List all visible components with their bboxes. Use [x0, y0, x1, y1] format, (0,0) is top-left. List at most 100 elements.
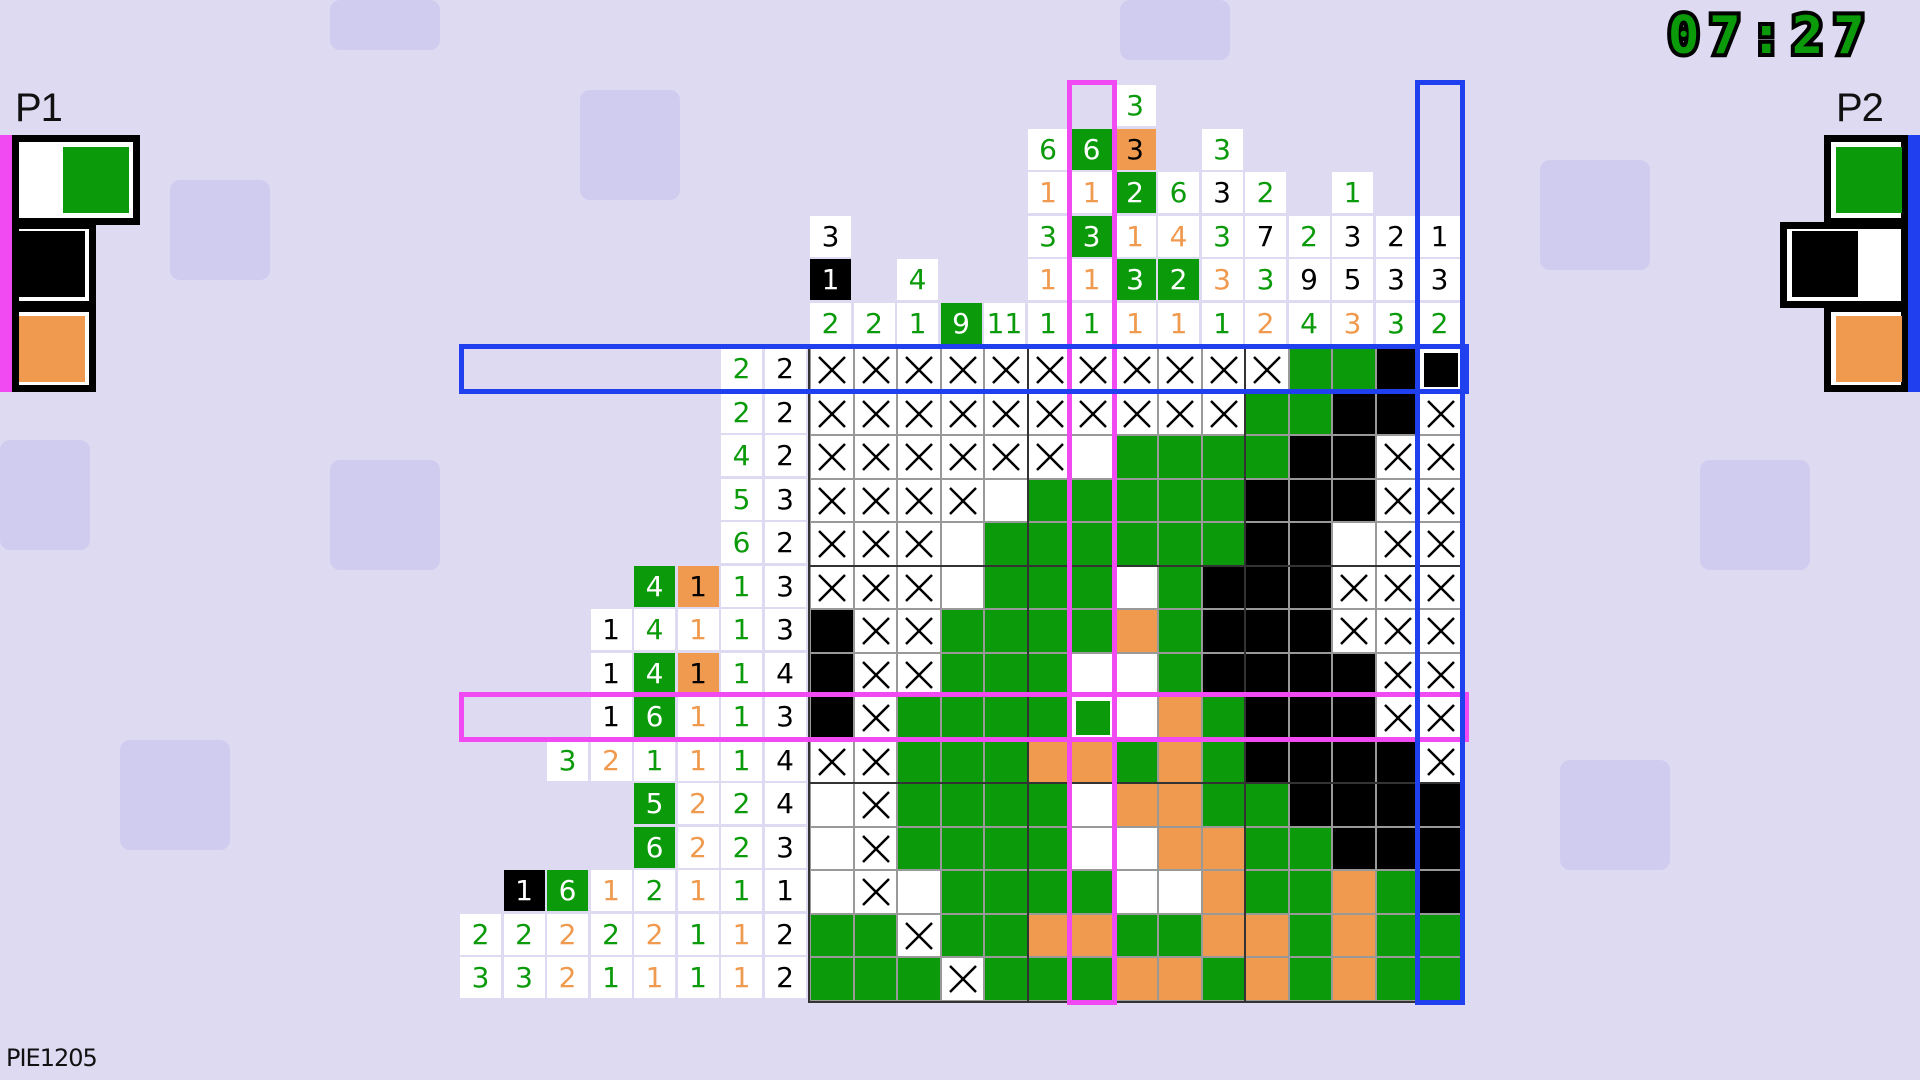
- grid-cell[interactable]: [1072, 610, 1114, 652]
- grid-cell[interactable]: [1289, 479, 1331, 521]
- grid-cell-cursor[interactable]: [1419, 348, 1463, 392]
- grid-cell[interactable]: [1289, 740, 1331, 782]
- grid-cell[interactable]: [854, 871, 896, 913]
- grid-cell[interactable]: [898, 349, 940, 391]
- grid-cell[interactable]: [854, 958, 896, 1000]
- grid-cell[interactable]: [1333, 697, 1375, 739]
- grid-cell[interactable]: [985, 523, 1027, 565]
- grid-cell[interactable]: [985, 914, 1027, 956]
- column-clue[interactable]: 3: [1201, 259, 1243, 300]
- row-clue[interactable]: 2: [677, 783, 719, 824]
- column-clue[interactable]: 2: [853, 302, 895, 344]
- grid-cell[interactable]: [1028, 871, 1070, 913]
- grid-cell[interactable]: [1159, 827, 1201, 869]
- column-clue[interactable]: 1: [1332, 172, 1373, 213]
- grid-cell[interactable]: [1115, 610, 1157, 652]
- grid-cell[interactable]: [1159, 784, 1201, 826]
- grid-cell[interactable]: [1202, 784, 1244, 826]
- row-clue[interactable]: 1: [634, 957, 675, 998]
- grid-cell[interactable]: [941, 349, 983, 391]
- row-clue[interactable]: 2: [460, 913, 501, 955]
- grid-cell[interactable]: [1246, 523, 1288, 565]
- grid-cell[interactable]: [1333, 349, 1375, 391]
- grid-cell[interactable]: [1246, 740, 1288, 782]
- grid-cell[interactable]: [1072, 827, 1114, 869]
- grid-cell[interactable]: [898, 523, 940, 565]
- grid-cell[interactable]: [811, 827, 853, 869]
- grid-cell[interactable]: [1420, 566, 1462, 608]
- grid-cell[interactable]: [898, 653, 940, 695]
- grid-cell[interactable]: [1246, 958, 1288, 1000]
- grid-cell[interactable]: [811, 349, 853, 391]
- column-clue[interactable]: 3: [1332, 215, 1373, 257]
- grid-cell[interactable]: [1072, 914, 1114, 956]
- grid-cell[interactable]: [1115, 436, 1157, 478]
- column-clue[interactable]: 1: [1027, 259, 1069, 300]
- grid-cell[interactable]: [1028, 566, 1070, 608]
- row-clue[interactable]: 1: [721, 957, 762, 998]
- column-clue[interactable]: 6: [1071, 128, 1112, 170]
- grid-cell[interactable]: [1289, 827, 1331, 869]
- grid-cell[interactable]: [941, 740, 983, 782]
- column-clue[interactable]: 9: [940, 302, 982, 344]
- row-clue[interactable]: 6: [547, 870, 588, 911]
- grid-cell[interactable]: [1159, 566, 1201, 608]
- grid-cell[interactable]: [1333, 436, 1375, 478]
- grid-cell[interactable]: [1289, 914, 1331, 956]
- grid-cell[interactable]: [898, 740, 940, 782]
- row-clue[interactable]: 3: [764, 696, 806, 737]
- grid-cell[interactable]: [1202, 436, 1244, 478]
- grid-cell[interactable]: [1289, 436, 1331, 478]
- grid-cell[interactable]: [941, 392, 983, 434]
- grid-cell[interactable]: [854, 349, 896, 391]
- row-clue[interactable]: 1: [721, 609, 762, 650]
- column-clue[interactable]: 1: [1158, 302, 1199, 344]
- grid-cell[interactable]: [1376, 697, 1418, 739]
- grid-cell[interactable]: [1289, 392, 1331, 434]
- row-clue[interactable]: 4: [634, 652, 675, 694]
- grid-cell[interactable]: [1115, 871, 1157, 913]
- grid-cell[interactable]: [1420, 958, 1462, 1000]
- grid-cell[interactable]: [1246, 566, 1288, 608]
- grid-cell[interactable]: [1159, 740, 1201, 782]
- grid-cell[interactable]: [1072, 566, 1114, 608]
- grid-cell[interactable]: [1420, 436, 1462, 478]
- grid-cell[interactable]: [811, 566, 853, 608]
- row-clue[interactable]: 1: [503, 870, 545, 911]
- grid-cell[interactable]: [985, 479, 1027, 521]
- column-clue[interactable]: 1: [1027, 172, 1069, 213]
- column-clue[interactable]: 2: [1375, 215, 1417, 257]
- column-clue[interactable]: 1: [1071, 172, 1112, 213]
- player2-swatch-green[interactable]: [1824, 135, 1908, 225]
- row-clue[interactable]: 1: [677, 870, 719, 911]
- row-clue[interactable]: 3: [503, 957, 545, 998]
- grid-cell[interactable]: [854, 827, 896, 869]
- grid-cell[interactable]: [1028, 784, 1070, 826]
- row-clue[interactable]: 1: [721, 696, 762, 737]
- row-clue[interactable]: 4: [721, 435, 762, 476]
- grid-cell[interactable]: [1376, 610, 1418, 652]
- grid-cell[interactable]: [941, 958, 983, 1000]
- grid-cell[interactable]: [985, 958, 1027, 1000]
- row-clue[interactable]: 2: [764, 348, 806, 389]
- grid-cell[interactable]: [941, 871, 983, 913]
- grid-cell[interactable]: [1420, 653, 1462, 695]
- column-clue[interactable]: 1: [1071, 259, 1112, 300]
- nonogram-grid[interactable]: [808, 346, 1465, 1003]
- grid-cell[interactable]: [1376, 566, 1418, 608]
- grid-cell[interactable]: [985, 349, 1027, 391]
- grid-cell[interactable]: [1028, 740, 1070, 782]
- grid-cell[interactable]: [985, 740, 1027, 782]
- grid-cell[interactable]: [1202, 740, 1244, 782]
- row-clue[interactable]: 1: [677, 696, 719, 737]
- column-clue[interactable]: 2: [1419, 302, 1460, 344]
- column-clue[interactable]: 4: [897, 259, 938, 300]
- column-clue[interactable]: 3: [1114, 85, 1156, 126]
- player2-swatch-black-selected[interactable]: [1780, 222, 1908, 308]
- column-clue[interactable]: 1: [1419, 215, 1460, 257]
- column-clue[interactable]: 3: [1114, 259, 1156, 300]
- grid-cell[interactable]: [1333, 740, 1375, 782]
- grid-cell[interactable]: [985, 871, 1027, 913]
- row-clue[interactable]: 1: [677, 913, 719, 955]
- grid-cell[interactable]: [1072, 653, 1114, 695]
